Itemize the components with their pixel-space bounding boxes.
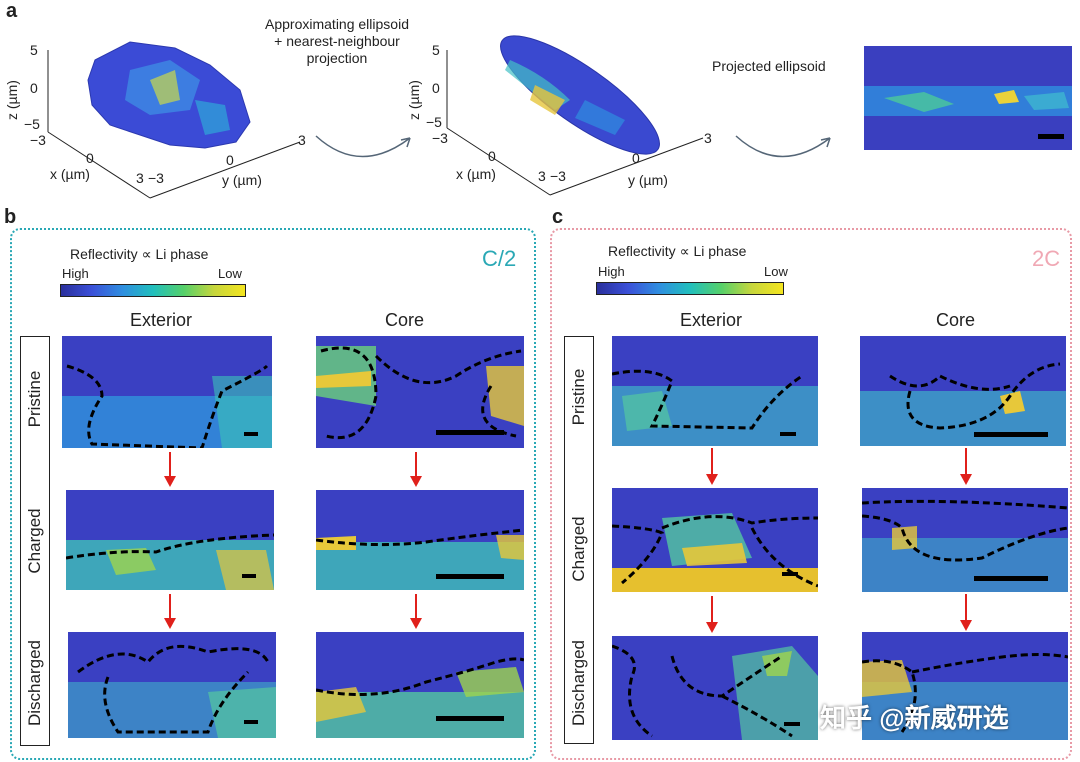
panel-c-colorbar-title: Reflectivity ∝ Li phase — [608, 243, 747, 259]
c-exterior-arrow-2 — [706, 596, 718, 633]
approx-note-line2: + nearest-neighbour — [274, 33, 400, 49]
c-core-pristine-image — [860, 336, 1066, 446]
plot1-y-tick-0: 0 — [226, 152, 234, 168]
c-exterior-pristine-image — [612, 336, 818, 446]
b-exterior-discharged-image — [68, 632, 276, 738]
panel-b-colorbar-title: Reflectivity ∝ Li phase — [70, 246, 209, 262]
approx-note: Approximating ellipsoid + nearest-neighb… — [252, 16, 422, 67]
panel-c-col-exterior: Exterior — [680, 310, 743, 330]
b-core-arrow-2 — [410, 594, 422, 629]
c-core-charged-image — [862, 488, 1068, 592]
panel-b-low-label: Low — [218, 266, 242, 281]
plot2-y-tick-3: 3 — [704, 130, 712, 146]
c-core-arrow-1 — [960, 448, 972, 485]
panel-a-particle-plot — [47, 41, 301, 199]
panel-b-frame — [10, 228, 536, 760]
plot1-x-tick-m3: −3 — [30, 132, 46, 148]
panel-b-rate: C/2 — [482, 246, 517, 271]
panel-c-col-core: Core — [936, 310, 976, 330]
approx-note-line1: Approximating ellipsoid — [265, 16, 409, 32]
plot2-x-tick-0: 0 — [488, 148, 496, 164]
plot1-y-label: y (µm) — [222, 172, 262, 188]
plot2-z-tick-0: 0 — [432, 80, 440, 96]
panel-a-ellipsoid-plot — [446, 35, 704, 196]
plot1-z-tick-0: 0 — [30, 80, 38, 96]
panel-a-letter: a — [6, 0, 18, 22]
panel-b-colorbar — [60, 284, 246, 297]
plot1-z-label: z (µm) — [4, 80, 20, 120]
panel-b-col-core: Core — [385, 310, 425, 330]
c-exterior-discharged-image — [612, 636, 818, 740]
plot2-x-tick-m3: −3 — [432, 130, 448, 146]
panel-c-letter: c — [552, 206, 564, 228]
plot1-x-label: x (µm) — [50, 166, 90, 182]
plot1-z-tick-m5: −5 — [24, 116, 40, 132]
b-exterior-charged-image — [66, 490, 274, 590]
panel-c-row-discharged: Discharged — [569, 640, 588, 726]
b-exterior-arrow-2 — [164, 594, 176, 629]
projected-ellipsoid-image — [864, 46, 1072, 150]
plot2-x-tick-3: 3 — [538, 168, 546, 184]
plot2-z-tick-m5: −5 — [426, 114, 442, 130]
c-core-discharged-image — [862, 632, 1068, 740]
b-exterior-arrow-1 — [164, 452, 176, 487]
panel-c-low-label: Low — [764, 264, 788, 279]
panel-b-col-exterior: Exterior — [130, 310, 193, 330]
plot1-x-tick-0: 0 — [86, 150, 94, 166]
c-core-arrow-2 — [960, 594, 972, 631]
plot1-y-tick-m3: −3 — [148, 170, 164, 186]
curved-arrow-1 — [315, 135, 411, 158]
panel-c-frame — [550, 228, 1072, 760]
panel-c-colorbar — [596, 282, 784, 295]
c-exterior-charged-image — [612, 488, 818, 592]
b-core-pristine-image — [316, 336, 524, 448]
b-exterior-pristine-image — [62, 336, 272, 448]
panel-c-high-label: High — [598, 264, 625, 279]
panel-b-row-pristine: Pristine — [25, 370, 44, 428]
plot1-y-tick-3: 3 — [298, 132, 306, 148]
approx-note-line3: projection — [306, 50, 368, 66]
curved-arrow-2 — [735, 135, 831, 158]
panel-b-letter: b — [4, 206, 17, 228]
b-core-discharged-image — [316, 632, 524, 738]
c-exterior-arrow-1 — [706, 448, 718, 485]
panel-b-row-frame — [20, 336, 50, 746]
panel-c-row-frame — [564, 336, 594, 744]
plot1-x-tick-3: 3 — [136, 170, 144, 186]
plot1-z-tick-5: 5 — [30, 42, 38, 58]
plot2-z-label: z (µm) — [406, 80, 422, 120]
plot2-y-label: y (µm) — [628, 172, 668, 188]
plot2-y-tick-0: 0 — [632, 150, 640, 166]
b-core-charged-image — [316, 490, 524, 590]
panel-c-row-charged: Charged — [569, 516, 588, 582]
plot2-z-tick-5: 5 — [432, 42, 440, 58]
watermark: 知乎 @新威研选 — [820, 703, 1009, 733]
panel-c-rate: 2C — [1032, 246, 1061, 271]
plot2-x-label: x (µm) — [456, 166, 496, 182]
panel-b-row-charged: Charged — [25, 508, 44, 574]
plot2-y-tick-m3: −3 — [550, 168, 566, 184]
panel-c-row-pristine: Pristine — [569, 368, 588, 426]
panel-b-high-label: High — [62, 266, 89, 281]
projected-label: Projected ellipsoid — [712, 58, 826, 74]
b-core-arrow-1 — [410, 452, 422, 487]
panel-b-row-discharged: Discharged — [25, 640, 44, 726]
